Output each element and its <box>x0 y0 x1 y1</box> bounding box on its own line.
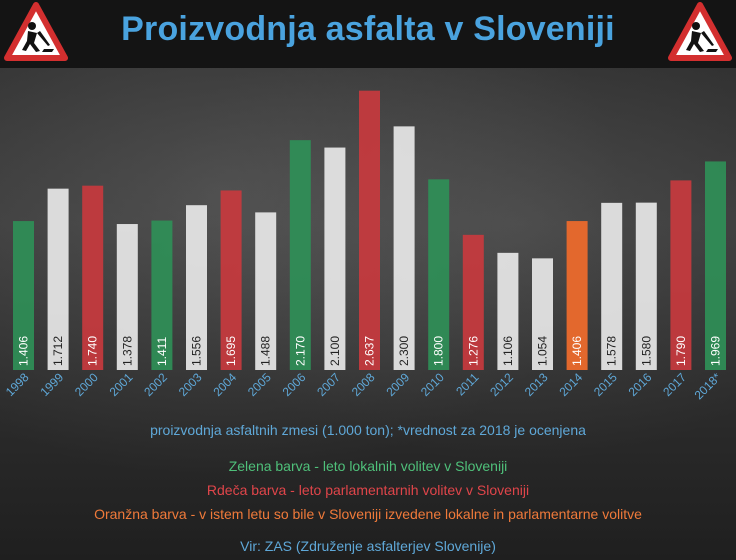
bar-2006 <box>289 140 311 370</box>
bar-2008 <box>359 90 380 370</box>
value-label: 2.300 <box>397 336 411 366</box>
x-tick-label: 2001 <box>107 370 136 399</box>
value-label: 1.406 <box>17 336 31 366</box>
value-label: 1.578 <box>605 336 619 366</box>
value-label: 1.556 <box>190 336 204 366</box>
value-label: 1.800 <box>432 336 446 366</box>
bar-2017 <box>670 180 692 370</box>
x-tick-label: 2014 <box>556 370 585 399</box>
bar-2003 <box>186 205 207 370</box>
page-title: Proizvodnja asfalta v Sloveniji <box>121 10 615 48</box>
bar-2004 <box>220 190 242 370</box>
legend-green: Zelena barva - leto lokalnih volitev v S… <box>228 458 508 474</box>
x-tick-label: 2018* <box>692 370 724 402</box>
x-tick-label: 2004 <box>210 370 239 399</box>
bar-2009 <box>393 126 415 371</box>
x-tick-label: 1998 <box>3 370 32 399</box>
value-label: 1.740 <box>86 336 100 366</box>
value-label: 1.106 <box>501 336 515 366</box>
x-tick-label: 2002 <box>141 370 170 399</box>
x-tick-label: 2011 <box>453 370 481 398</box>
bar-2016 <box>635 202 657 370</box>
bar-1999 <box>47 188 69 370</box>
value-label: 1.790 <box>674 336 688 366</box>
value-label: 2.637 <box>363 336 377 366</box>
value-label: 2.170 <box>293 336 307 366</box>
bar-2011 <box>462 234 484 370</box>
value-label: 1.969 <box>709 336 723 366</box>
bar-2007 <box>324 147 346 370</box>
value-label: 2.100 <box>328 336 342 366</box>
header: Proizvodnja asfalta v Sloveniji <box>0 0 736 68</box>
bar-2005 <box>255 212 277 370</box>
bar-2001 <box>116 224 138 370</box>
road-work-sign-icon <box>4 2 68 61</box>
bar-1998 <box>13 221 34 370</box>
value-label: 1.276 <box>466 336 480 366</box>
bar-2010 <box>428 179 450 370</box>
value-label: 1.695 <box>224 336 238 366</box>
bar-2012 <box>497 252 519 370</box>
road-work-sign-icon <box>668 2 732 61</box>
x-tick-label: 2013 <box>522 370 551 399</box>
value-label: 1.580 <box>639 336 653 366</box>
x-tick-label: 2000 <box>72 370 101 399</box>
value-label: 1.712 <box>51 336 65 366</box>
x-tick-label: 2006 <box>280 370 309 399</box>
bar-2015 <box>601 202 623 370</box>
bar-2000 <box>82 185 104 370</box>
bar-2013 <box>532 258 553 370</box>
x-tick-label: 2010 <box>418 370 447 399</box>
bar-chart: 1.406 1998 1.712 1999 1.740 2000 1.378 2001 1.41… <box>3 90 726 402</box>
x-tick-label: 2008 <box>349 370 378 399</box>
x-tick-label: 2003 <box>176 370 205 399</box>
x-tick-label: 2016 <box>626 370 655 399</box>
bar-2002 <box>151 220 173 370</box>
x-tick-label: 1999 <box>37 370 66 399</box>
bar-2014 <box>566 221 588 370</box>
x-tick-label: 2015 <box>591 370 620 399</box>
source-text: Vir: ZAS (Združenje asfalterjev Slovenij… <box>240 538 496 554</box>
value-label: 1.411 <box>155 337 169 366</box>
value-label: 1.378 <box>120 336 134 366</box>
value-label: 1.054 <box>536 336 550 366</box>
value-label: 1.488 <box>259 336 273 366</box>
x-tick-label: 2007 <box>314 370 343 399</box>
legend-red: Rdeča barva - leto parlamentarnih volite… <box>206 482 530 498</box>
bar-2018* <box>705 161 726 370</box>
x-tick-label: 2012 <box>487 370 516 399</box>
x-tick-label: 2009 <box>383 370 412 399</box>
x-tick-label: 2005 <box>245 370 274 399</box>
value-label: 1.406 <box>570 336 584 366</box>
chart-note: proizvodnja asfaltnih zmesi (1.000 ton);… <box>150 422 586 438</box>
legend-orange: Oranžna barva - v istem letu so bile v S… <box>94 506 642 522</box>
x-tick-label: 2017 <box>660 370 689 399</box>
